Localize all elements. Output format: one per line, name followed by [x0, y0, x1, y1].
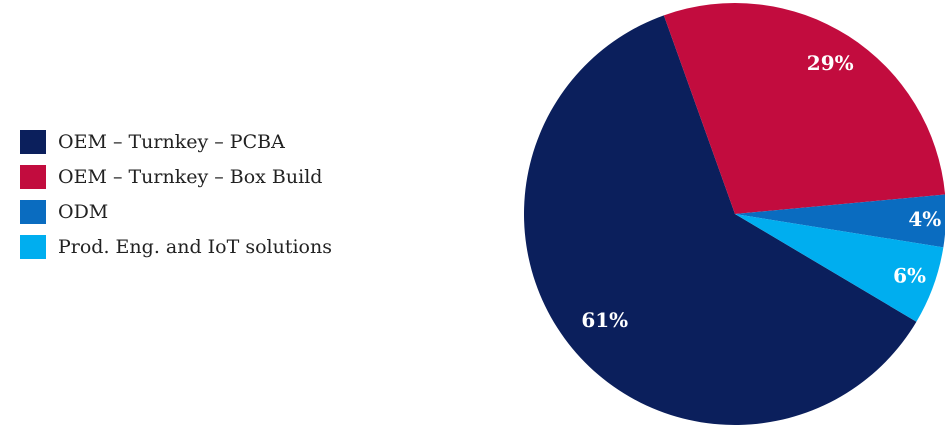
pie-slice	[735, 214, 944, 322]
legend-label: OEM – Turnkey – Box Build	[58, 166, 322, 188]
slice-label: 4%	[908, 207, 941, 231]
pie-slice	[735, 194, 945, 248]
legend-label: ODM	[58, 201, 108, 223]
legend-swatch	[20, 200, 46, 224]
slice-label: 6%	[893, 264, 926, 288]
legend-label: Prod. Eng. and IoT solutions	[58, 236, 332, 258]
pie-slice	[663, 3, 945, 214]
legend-swatch	[20, 165, 46, 189]
slice-label: 29%	[807, 51, 854, 75]
slice-label: 61%	[581, 308, 628, 332]
legend-label: OEM – Turnkey – PCBA	[58, 131, 285, 153]
legend-swatch	[20, 130, 46, 154]
pie-slice	[524, 15, 917, 425]
legend-swatch	[20, 235, 46, 259]
